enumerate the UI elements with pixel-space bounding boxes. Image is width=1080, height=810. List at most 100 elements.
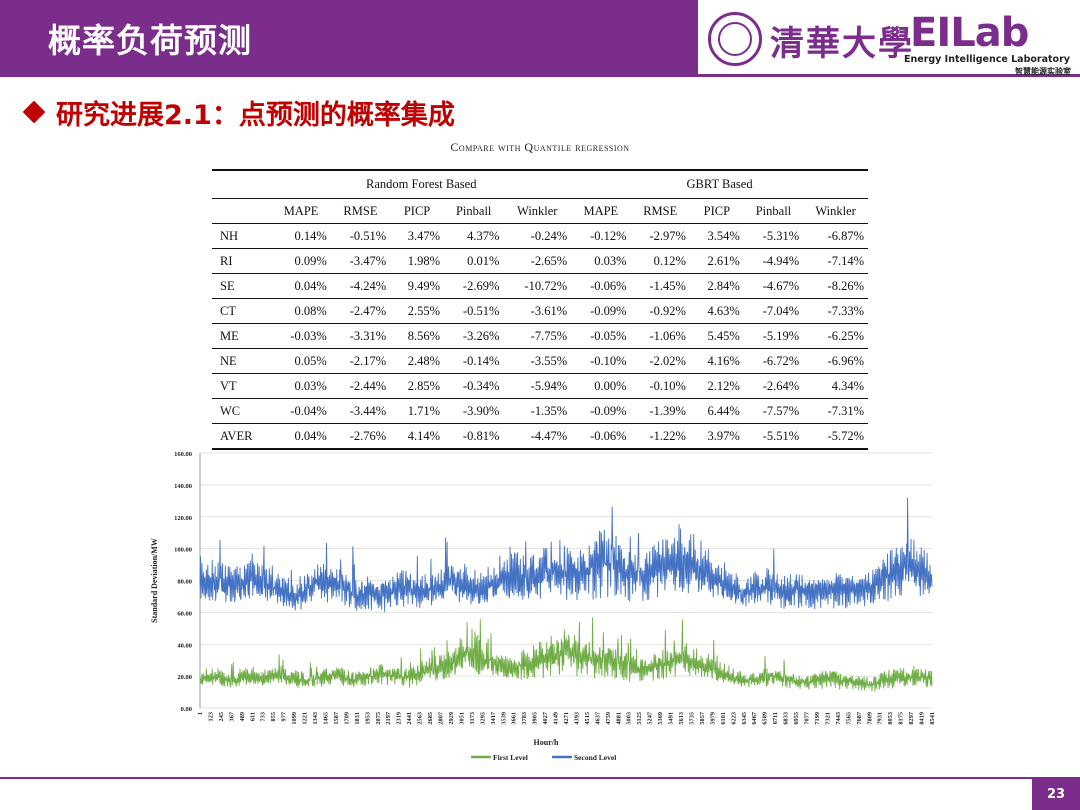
table-cell: 6.44% [689, 398, 744, 424]
column-header: RMSE [630, 198, 690, 224]
table-cell: 0.14% [271, 223, 331, 249]
x-tick-label: 611 [249, 712, 256, 721]
row-label: WC [212, 398, 272, 424]
table-cell: -0.24% [503, 223, 572, 249]
logo-area: 清華大學 EILab Energy Intelligence Laborator… [708, 8, 1073, 76]
x-tick-label: 6101 [720, 712, 727, 725]
table-body: NH 0.14% -0.51% 3.47% 4.37% -0.24% -0.12% -2.97… [212, 223, 868, 450]
table-cell: -6.72% [743, 348, 804, 374]
group-header-gbrt: GBRT Based [571, 169, 868, 199]
table-cell: 2.12% [689, 373, 744, 399]
x-tick-label: 6833 [783, 712, 790, 725]
table-cell: -0.81% [443, 423, 504, 450]
column-header: RMSE [330, 198, 391, 224]
x-tick-label: 5979 [709, 712, 716, 725]
table-cell: -0.34% [443, 373, 504, 399]
table-cell: 0.08% [271, 298, 331, 324]
table-cell: -7.75% [503, 323, 572, 349]
table-cell: -1.35% [503, 398, 572, 424]
table-cell: 0.05% [271, 348, 331, 374]
column-header: PICP [689, 198, 744, 224]
header-divider [0, 74, 1080, 77]
table-cell: 0.09% [271, 248, 331, 274]
y-tick-label: 60.00 [177, 610, 192, 617]
x-tick-label: 6955 [793, 712, 800, 725]
x-tick-label: 1831 [354, 712, 361, 725]
table-row: CT 0.08% -2.47% 2.55% -0.51% -3.61% -0.09% -0.9… [212, 298, 868, 324]
y-tick-label: 0.00 [181, 706, 192, 713]
table-cell: 4.63% [689, 298, 744, 324]
table-cell: -3.44% [330, 398, 391, 424]
x-tick-label: 2807 [438, 712, 445, 725]
x-tick-label: 7199 [814, 712, 821, 725]
x-tick-label: 855 [270, 712, 277, 721]
table-cell: 4.14% [390, 423, 444, 450]
x-tick-label: 7687 [856, 712, 863, 725]
university-seal-icon [708, 12, 762, 66]
x-tick-label: 2563 [417, 712, 424, 725]
x-tick-label: 3051 [458, 712, 465, 725]
table-cell: -3.47% [330, 248, 391, 274]
table-cell: -2.97% [630, 223, 690, 249]
x-tick-label: 5125 [636, 712, 643, 725]
table-cell: -2.76% [330, 423, 391, 450]
row-label: CT [212, 298, 272, 324]
x-tick-label: 2685 [427, 712, 434, 725]
x-tick-label: 7077 [804, 712, 811, 725]
table-cell: -5.72% [803, 423, 868, 450]
table-cell: -0.04% [271, 398, 331, 424]
table-cell: -7.04% [743, 298, 804, 324]
table-cell: -0.06% [571, 273, 631, 299]
table-column-header: MAPE RMSE PICP Pinball Winkler MAPE RMSE PICP Pi… [212, 198, 868, 224]
table-cell: 3.97% [689, 423, 744, 450]
x-axis-label: Hour/h [534, 738, 559, 747]
table-cell: -0.03% [271, 323, 331, 349]
table-cell: -3.26% [443, 323, 504, 349]
table-cell: -3.31% [330, 323, 391, 349]
column-header: Winkler [803, 198, 868, 224]
table-cell: 0.00% [571, 373, 631, 399]
table-cell: -0.05% [571, 323, 631, 349]
series-line-first-level [199, 617, 933, 692]
y-tick-label: 80.00 [177, 579, 192, 586]
y-tick-label: 20.00 [177, 674, 192, 681]
x-tick-label: 3905 [532, 712, 539, 725]
table-cell: 2.84% [689, 273, 744, 299]
column-header: MAPE [271, 198, 331, 224]
university-name: 清華大學 [770, 24, 914, 64]
table-row: ME -0.03% -3.31% 8.56% -3.26% -7.75% -0.05% -1.… [212, 323, 868, 349]
x-tick-label: 6223 [730, 712, 737, 725]
legend-label: First Level [493, 753, 528, 762]
section-heading-text: 研究进展2.1：点预测的概率集成 [56, 100, 455, 131]
table-cell: -2.64% [743, 373, 804, 399]
table-row: NH 0.14% -0.51% 3.47% 4.37% -0.24% -0.12% -2.97… [212, 223, 868, 249]
std-deviation-chart: 0.00 20.00 40.00 60.00 80.00 100.00 120.00 140.… [150, 451, 936, 762]
footer-divider [0, 777, 1080, 779]
x-tick-label: 1953 [364, 712, 371, 725]
table-cell: -3.55% [503, 348, 572, 374]
x-tick-label: 3417 [490, 712, 497, 725]
table-cell: -0.14% [443, 348, 504, 374]
x-tick-label: 2441 [406, 712, 413, 725]
x-tick-label: 3783 [521, 712, 528, 725]
table-cell: -0.10% [630, 373, 690, 399]
table-cell: -0.10% [571, 348, 631, 374]
x-tick-label: 5857 [699, 712, 706, 725]
table-cell: 4.34% [803, 373, 868, 399]
x-tick-label: 4027 [542, 712, 549, 725]
x-tick-label: 7321 [824, 712, 831, 725]
x-tick-label: 5613 [678, 712, 685, 725]
column-header: PICP [390, 198, 444, 224]
x-tick-label: 4393 [573, 712, 580, 725]
table-row: NE 0.05% -2.17% 2.48% -0.14% -3.55% -0.10% -2.0… [212, 348, 868, 374]
x-tick-label: 8053 [887, 712, 894, 725]
x-tick-label: 4271 [563, 712, 570, 725]
table-cell: 3.47% [390, 223, 444, 249]
row-label: ME [212, 323, 272, 349]
x-tick-label: 6589 [762, 712, 769, 725]
legend-label: Second Level [574, 753, 616, 762]
table-cell: 2.85% [390, 373, 444, 399]
table-cell: -1.06% [630, 323, 690, 349]
x-tick-label: 2929 [448, 712, 455, 725]
x-tick-label: 7809 [866, 712, 873, 725]
